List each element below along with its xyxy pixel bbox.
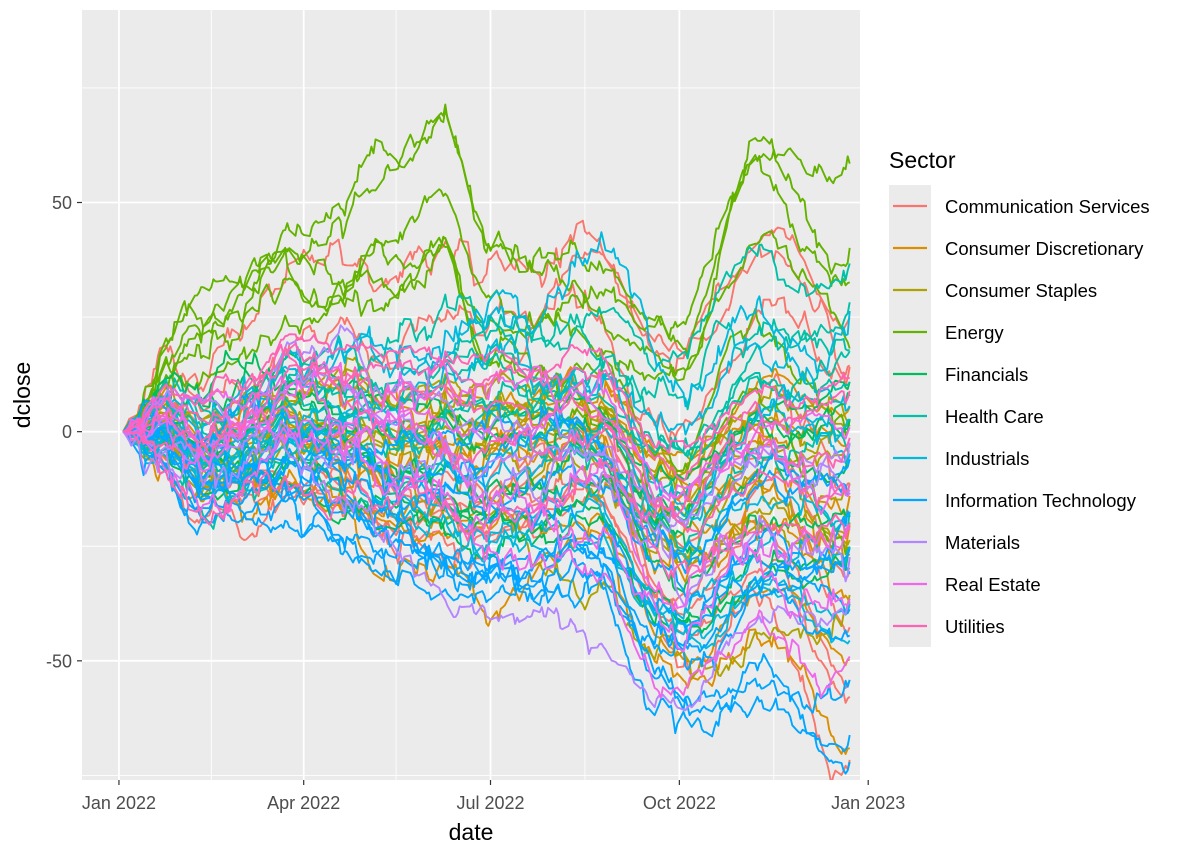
legend-item-label: Utilities [945, 616, 1005, 637]
series-line-information-technology [122, 392, 851, 559]
series-line-utilities [122, 342, 851, 538]
series-line-information-technology [122, 429, 851, 657]
series-line-communication-services [122, 426, 851, 780]
x-tick-label: Oct 2022 [643, 793, 716, 813]
x-tick-label: Jul 2022 [456, 793, 524, 813]
x-tick-label: Apr 2022 [267, 793, 340, 813]
series-line-information-technology [123, 420, 851, 738]
legend-item-label: Consumer Discretionary [945, 238, 1144, 259]
legend-item-label: Materials [945, 532, 1020, 553]
legend-item-label: Financials [945, 364, 1028, 385]
legend-item-label: Health Care [945, 406, 1044, 427]
series-line-information-technology [122, 430, 851, 753]
legend-item-label: Real Estate [945, 574, 1041, 595]
legend-items: Communication Services Consumer Discretio… [889, 185, 1150, 647]
series-line-energy [122, 103, 851, 433]
x-tick-label: Jan 2022 [82, 793, 156, 813]
x-tick-label: Jan 2023 [831, 793, 905, 813]
axis-ticks [77, 201, 869, 785]
legend-item-label: Energy [945, 322, 1004, 343]
series-layer [122, 103, 851, 780]
x-axis-title: date [449, 819, 494, 845]
y-tick-label: 50 [52, 193, 72, 213]
legend-item-label: Communication Services [945, 196, 1150, 217]
legend: Sector Communication Services Consumer Di… [889, 147, 1150, 647]
legend-item-label: Information Technology [945, 490, 1137, 511]
y-tick-label: -50 [46, 651, 72, 671]
y-tick-labels: 50 0 -50 [46, 193, 72, 671]
series-line-utilities [122, 422, 851, 543]
legend-item-label: Industrials [945, 448, 1029, 469]
series-line-energy [122, 108, 851, 433]
legend-title: Sector [889, 147, 956, 173]
series-line-real-estate [122, 355, 851, 516]
x-tick-labels: Jan 2022 Apr 2022 Jul 2022 Oct 2022 Jan 2023 [82, 793, 905, 813]
series-line-utilities [122, 344, 850, 454]
series-line-industrials [122, 305, 850, 522]
series-line-information-technology [122, 428, 851, 647]
series-line-materials [122, 423, 851, 712]
series-line-energy [122, 188, 851, 434]
legend-item-label: Consumer Staples [945, 280, 1097, 301]
series-line-real-estate [122, 375, 851, 498]
y-axis-title: dclose [9, 362, 35, 428]
y-tick-label: 0 [62, 422, 72, 442]
series-line-communication-services [122, 219, 851, 433]
